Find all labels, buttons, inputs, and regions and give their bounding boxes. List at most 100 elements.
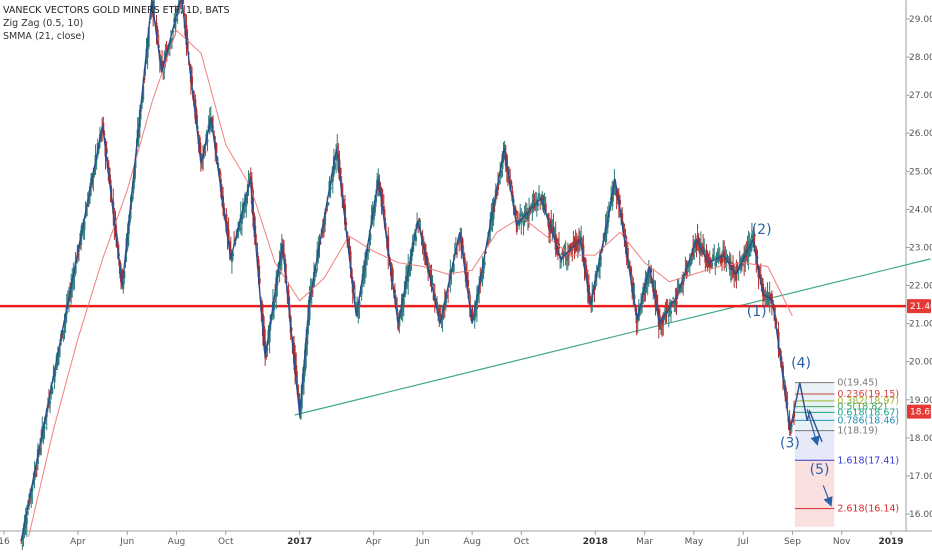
candle-up bbox=[142, 85, 145, 100]
candle-down bbox=[572, 241, 575, 245]
time-tick-label: Apr bbox=[366, 537, 382, 547]
candle-up bbox=[553, 232, 556, 239]
candle-up bbox=[481, 267, 484, 278]
ascending-trendline[interactable] bbox=[294, 258, 931, 416]
support-price-badge[interactable] bbox=[907, 299, 931, 314]
candle-up bbox=[93, 170, 96, 175]
last-price-badge[interactable] bbox=[907, 404, 931, 419]
candle-down bbox=[581, 242, 584, 250]
candle-down bbox=[195, 109, 198, 122]
candle-up bbox=[206, 139, 209, 142]
candle-up bbox=[147, 27, 150, 47]
candle-up bbox=[749, 240, 752, 252]
candle-up bbox=[146, 46, 149, 58]
candle-down bbox=[552, 226, 555, 238]
price-axis-panel[interactable] bbox=[906, 0, 932, 550]
wave-label: (4) bbox=[791, 355, 811, 371]
candle-up bbox=[83, 220, 86, 231]
candle-up bbox=[606, 217, 609, 228]
time-tick-label: Nov bbox=[833, 537, 851, 547]
candle-up bbox=[419, 228, 422, 230]
candle-down bbox=[218, 169, 221, 174]
zigzag-indicator-label[interactable]: Zig Zag (0.5, 10) bbox=[3, 18, 84, 29]
candle-up bbox=[633, 294, 636, 300]
candle-down bbox=[429, 269, 432, 279]
price-tick-label: 25.00 bbox=[909, 167, 932, 177]
candle-up bbox=[122, 282, 125, 290]
candle-up bbox=[408, 267, 411, 276]
candle-down bbox=[256, 252, 259, 257]
candle-up bbox=[400, 304, 403, 316]
candle-up bbox=[358, 300, 361, 307]
candle-up bbox=[519, 213, 522, 220]
candle-up bbox=[498, 180, 501, 183]
candle-up bbox=[538, 193, 541, 198]
candle-down bbox=[463, 257, 466, 265]
candle-down bbox=[726, 256, 729, 258]
candle-up bbox=[302, 370, 305, 383]
candle-up bbox=[525, 213, 528, 220]
candle-up bbox=[126, 233, 129, 248]
candle-down bbox=[502, 155, 505, 159]
candle-up bbox=[683, 277, 686, 279]
candle-up bbox=[414, 236, 417, 242]
candle-up bbox=[669, 310, 672, 314]
smma-line[interactable] bbox=[28, 29, 793, 537]
candle-down bbox=[754, 245, 757, 248]
candle-up bbox=[137, 129, 140, 139]
candle-up bbox=[335, 155, 338, 161]
candle-down bbox=[439, 314, 442, 317]
price-tick-label: 16.00 bbox=[909, 510, 932, 520]
candle-up bbox=[492, 202, 495, 219]
support-price-badge-text: 21.46 bbox=[910, 302, 932, 312]
candle-down bbox=[665, 310, 668, 313]
projection-arrow bbox=[822, 485, 833, 507]
candle-up bbox=[703, 248, 706, 256]
candle-up bbox=[499, 174, 502, 177]
candle-up bbox=[543, 203, 546, 205]
candle-down bbox=[698, 243, 701, 254]
candle-down bbox=[319, 242, 322, 244]
candle-up bbox=[123, 271, 126, 279]
candle-down bbox=[740, 264, 743, 266]
candle-up bbox=[678, 291, 681, 293]
candle-up bbox=[663, 317, 666, 320]
price-tick-label: 26.00 bbox=[909, 129, 932, 139]
candle-down bbox=[77, 249, 80, 252]
candle-up bbox=[597, 262, 600, 272]
candle-down bbox=[397, 319, 400, 330]
candle-down bbox=[549, 228, 552, 232]
candle-down bbox=[770, 293, 773, 304]
candle-down bbox=[311, 284, 314, 289]
candle-down bbox=[156, 29, 159, 36]
candle-up bbox=[171, 38, 174, 42]
candle-up bbox=[25, 517, 28, 525]
candle-up bbox=[653, 288, 656, 291]
candle-up bbox=[363, 263, 366, 271]
zigzag-line[interactable] bbox=[20, 0, 823, 541]
candle-up bbox=[560, 258, 563, 263]
candle-down bbox=[448, 286, 451, 288]
candle-down bbox=[548, 225, 551, 230]
time-tick-label: Aug bbox=[168, 537, 186, 547]
candle-up bbox=[270, 319, 273, 321]
candle-down bbox=[763, 290, 766, 292]
candle-up bbox=[783, 379, 786, 382]
candle-down bbox=[510, 181, 513, 186]
candle-up bbox=[734, 270, 737, 273]
smma-indicator-label[interactable]: SMMA (21, close) bbox=[3, 31, 85, 42]
candle-up bbox=[611, 193, 614, 207]
candle-up bbox=[580, 236, 583, 242]
candle-down bbox=[630, 267, 633, 276]
candle-up bbox=[640, 304, 643, 309]
time-tick-label: Aug bbox=[463, 537, 481, 547]
fib-level-label: 0.236(19.15) bbox=[837, 389, 899, 400]
candle-up bbox=[480, 277, 483, 282]
time-tick-label: 16 bbox=[0, 537, 10, 547]
candle-up bbox=[243, 205, 246, 213]
candle-down bbox=[161, 60, 164, 66]
price-tick-label: 28.00 bbox=[909, 53, 932, 63]
candle-down bbox=[675, 300, 678, 305]
